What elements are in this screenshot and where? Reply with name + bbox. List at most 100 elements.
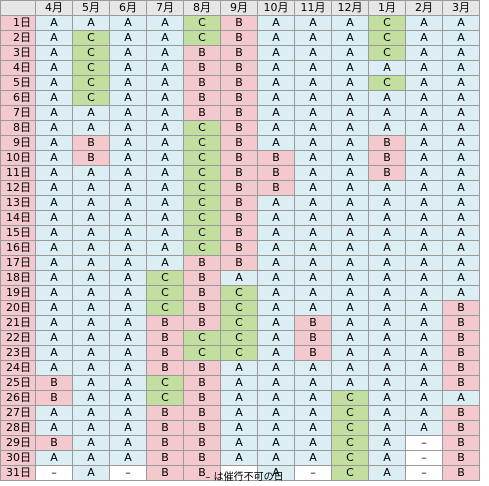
availability-cell: B	[368, 150, 406, 166]
availability-cell: A	[72, 105, 110, 121]
availability-cell: A	[368, 225, 406, 241]
availability-cell: A	[35, 60, 73, 76]
availability-cell: A	[405, 105, 443, 121]
availability-cell: C	[220, 330, 258, 346]
availability-cell: C	[331, 390, 369, 406]
availability-cell: A	[331, 45, 369, 61]
availability-cell: A	[442, 135, 480, 151]
availability-cell: A	[109, 360, 147, 376]
availability-cell: B	[35, 435, 73, 451]
availability-cell: A	[35, 90, 73, 106]
availability-cell: B	[35, 375, 73, 391]
availability-cell: A	[146, 210, 184, 226]
day-label: 8日	[0, 120, 36, 136]
availability-cell: A	[294, 360, 332, 376]
availability-cell: A	[405, 405, 443, 421]
day-label: 22日	[0, 330, 36, 346]
day-label: 13日	[0, 195, 36, 211]
day-row: 12日 A A A A C B B A A A A A	[0, 180, 480, 196]
availability-cell: A	[405, 150, 443, 166]
availability-cell: B	[442, 420, 480, 436]
month-header: 5月	[72, 0, 110, 16]
day-row: 21日 A A A B B C A B A A A B	[0, 315, 480, 331]
availability-cell: A	[220, 405, 258, 421]
availability-cell: A	[146, 150, 184, 166]
availability-cell: A	[72, 195, 110, 211]
availability-cell: A	[220, 450, 258, 466]
availability-cell: B	[183, 60, 221, 76]
availability-cell: A	[35, 285, 73, 301]
availability-cell: B	[368, 135, 406, 151]
availability-cell: A	[405, 345, 443, 361]
availability-cell: B	[183, 435, 221, 451]
availability-cell: C	[183, 210, 221, 226]
availability-cell: A	[294, 435, 332, 451]
availability-cell: A	[294, 450, 332, 466]
availability-cell: A	[72, 435, 110, 451]
availability-cell: A	[405, 165, 443, 181]
day-label: 5日	[0, 75, 36, 91]
availability-cell: A	[257, 45, 295, 61]
availability-cell: A	[109, 345, 147, 361]
availability-cell: –	[405, 465, 443, 481]
availability-cell: B	[220, 135, 258, 151]
availability-cell: A	[72, 240, 110, 256]
day-label: 6日	[0, 90, 36, 106]
availability-cell: A	[109, 240, 147, 256]
availability-cell: A	[220, 270, 258, 286]
day-label: 19日	[0, 285, 36, 301]
availability-cell: A	[257, 285, 295, 301]
availability-cell: A	[109, 120, 147, 136]
availability-cell: A	[257, 210, 295, 226]
availability-cell: A	[331, 90, 369, 106]
availability-cell: B	[220, 240, 258, 256]
availability-cell: A	[442, 45, 480, 61]
availability-cell: A	[368, 330, 406, 346]
day-label: 26日	[0, 390, 36, 406]
availability-cell: B	[72, 150, 110, 166]
availability-cell: C	[331, 465, 369, 481]
availability-cell: B	[183, 405, 221, 421]
day-row: 7日 A A A A B B A A A A A A	[0, 105, 480, 121]
availability-cell: B	[146, 315, 184, 331]
availability-cell: A	[257, 270, 295, 286]
availability-cell: A	[35, 195, 73, 211]
availability-cell: A	[257, 75, 295, 91]
availability-cell: A	[442, 60, 480, 76]
availability-cell: A	[220, 360, 258, 376]
availability-cell: A	[257, 360, 295, 376]
availability-cell: A	[35, 135, 73, 151]
availability-cell: B	[183, 300, 221, 316]
availability-cell: A	[72, 210, 110, 226]
availability-cell: C	[331, 420, 369, 436]
availability-cell: A	[368, 435, 406, 451]
availability-cell: A	[109, 210, 147, 226]
availability-cell: B	[183, 465, 221, 481]
availability-cell: A	[368, 360, 406, 376]
availability-cell: A	[294, 270, 332, 286]
availability-cell: A	[405, 270, 443, 286]
availability-cell: B	[442, 465, 480, 481]
availability-cell: A	[35, 75, 73, 91]
day-row: 16日 A A A A C B A A A A A A	[0, 240, 480, 256]
availability-cell: B	[442, 435, 480, 451]
day-row: 3日 A C A A B B A A A C A A	[0, 45, 480, 61]
availability-cell: A	[331, 75, 369, 91]
availability-cell: A	[72, 375, 110, 391]
availability-cell: A	[72, 330, 110, 346]
availability-cell: A	[405, 195, 443, 211]
availability-cell: A	[35, 330, 73, 346]
day-label: 21日	[0, 315, 36, 331]
availability-cell: A	[294, 135, 332, 151]
availability-cell: A	[35, 360, 73, 376]
availability-cell: A	[72, 270, 110, 286]
availability-cell: C	[183, 150, 221, 166]
availability-cell: A	[35, 45, 73, 61]
availability-cell: C	[183, 180, 221, 196]
day-row: 25日 B A A C B A A A A A A B	[0, 375, 480, 391]
availability-cell: A	[294, 60, 332, 76]
availability-cell: B	[35, 390, 73, 406]
availability-cell: A	[72, 285, 110, 301]
availability-cell: A	[368, 375, 406, 391]
availability-cell: C	[146, 375, 184, 391]
